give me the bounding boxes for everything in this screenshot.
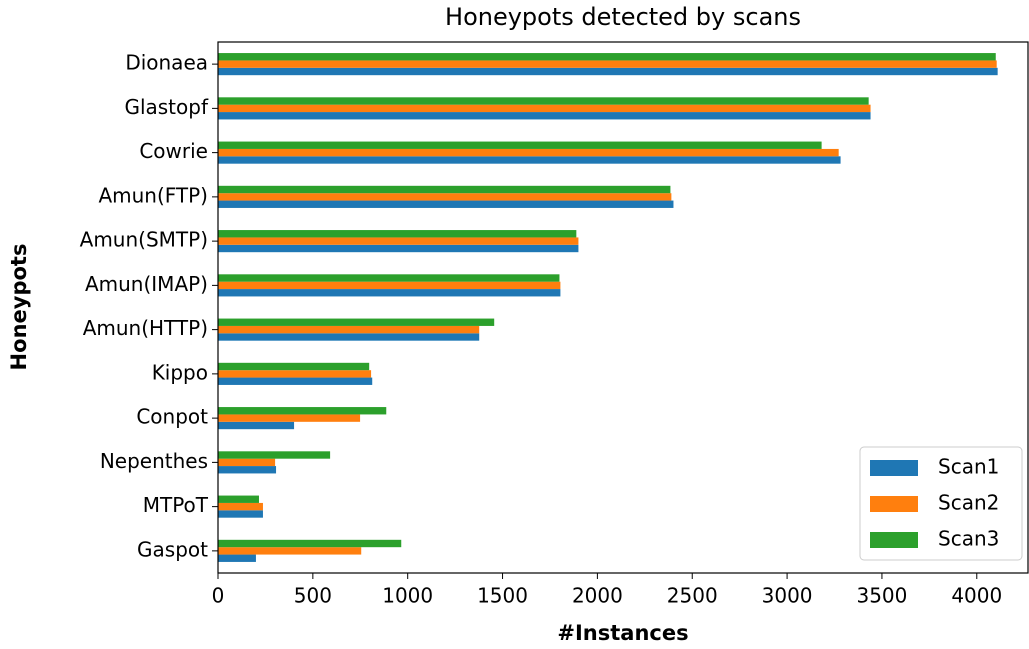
- x-tick-label: 3500: [856, 584, 907, 608]
- y-tick-label: Kippo: [152, 360, 208, 384]
- y-tick-label: Amun(SMTP): [80, 228, 208, 252]
- bar: [218, 547, 362, 555]
- x-tick-label: 1000: [382, 584, 433, 608]
- legend-swatch: [870, 460, 918, 476]
- x-tick-label: 2000: [572, 584, 623, 608]
- legend-swatch: [870, 496, 918, 512]
- x-tick-label: 500: [294, 584, 332, 608]
- bar: [218, 53, 996, 61]
- x-tick-label: 4000: [951, 584, 1002, 608]
- legend-label: Scan1: [938, 455, 999, 479]
- bar: [218, 141, 822, 149]
- bar: [218, 112, 871, 120]
- bar: [218, 495, 259, 503]
- bar: [218, 421, 295, 430]
- bar: [218, 104, 871, 113]
- y-tick-label: Amun(IMAP): [85, 272, 208, 296]
- y-tick-label: Dionaea: [125, 51, 208, 75]
- x-tick-label: 3000: [762, 584, 813, 608]
- bar: [218, 370, 372, 378]
- y-tick-label: Amun(HTTP): [83, 316, 208, 340]
- bar: [218, 333, 480, 341]
- chart-title: Honeypots detected by scans: [445, 3, 801, 31]
- bar: [218, 148, 839, 157]
- bar: [218, 156, 841, 164]
- x-axis-label: #Instances: [557, 621, 688, 645]
- bar: [218, 554, 256, 562]
- bar: [218, 193, 672, 201]
- bar: [218, 274, 560, 282]
- y-tick-label: Cowrie: [139, 139, 208, 163]
- y-tick-label: Conpot: [136, 405, 208, 429]
- bar: [218, 377, 373, 385]
- bar: [218, 244, 579, 253]
- legend-swatch: [870, 532, 918, 548]
- y-tick-label: Amun(FTP): [98, 183, 208, 207]
- bar: [218, 466, 277, 474]
- y-tick-label: Nepenthes: [100, 449, 208, 473]
- bar: [218, 451, 331, 459]
- bar: [218, 318, 495, 326]
- bar: [218, 230, 577, 238]
- bar: [218, 325, 480, 334]
- bar: [218, 414, 361, 422]
- legend-label: Scan2: [938, 491, 999, 515]
- bar: [218, 67, 998, 76]
- y-tick-label: MTPoT: [143, 493, 209, 517]
- legend-label: Scan3: [938, 527, 999, 551]
- bar: [218, 60, 997, 68]
- bar: [218, 237, 579, 245]
- bar: [218, 539, 402, 548]
- bar: [218, 510, 263, 518]
- y-tick-label: Gaspot: [137, 537, 208, 561]
- bar: [218, 407, 387, 415]
- bar: [218, 185, 671, 194]
- x-tick-label: 1500: [477, 584, 528, 608]
- y-axis-label: Honeypots: [7, 244, 31, 371]
- x-tick-label: 2500: [667, 584, 718, 608]
- bar: [218, 289, 561, 297]
- plot-frame: [217, 41, 1029, 574]
- x-tick-label: 0: [212, 584, 225, 608]
- bar: [218, 281, 561, 290]
- bar: [218, 458, 276, 467]
- bar: [218, 502, 263, 511]
- bar: [218, 362, 370, 371]
- bar: [218, 200, 674, 208]
- y-tick-label: Glastopf: [124, 95, 209, 119]
- bar: [218, 97, 869, 105]
